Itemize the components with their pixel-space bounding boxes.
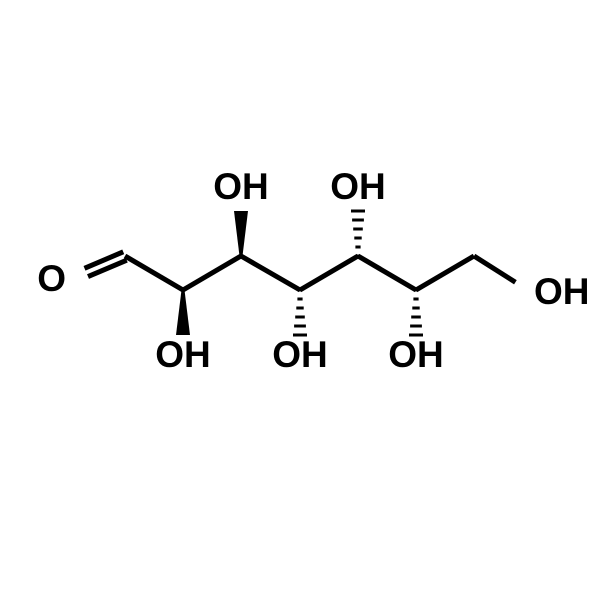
atom-label: OH — [534, 271, 590, 312]
atom-label: OH — [155, 334, 211, 375]
atom-label: O — [37, 258, 66, 299]
atom-label: OH — [272, 334, 328, 375]
molecule-diagram: O OH OH OH OH OH OH — [0, 0, 600, 600]
atom-label: OH — [213, 166, 269, 207]
atom-label: OH — [330, 166, 386, 207]
atom-label: OH — [388, 334, 444, 375]
